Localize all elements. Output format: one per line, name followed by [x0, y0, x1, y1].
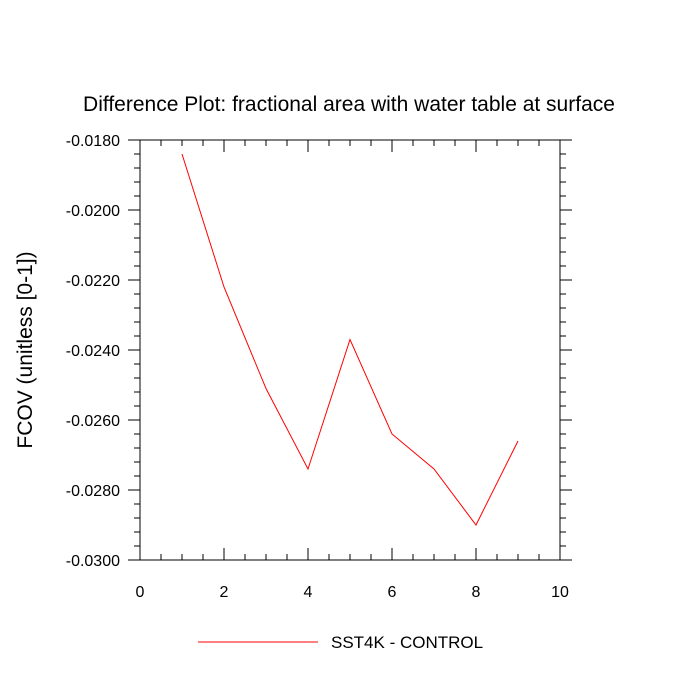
- chart-title: Difference Plot: fractional area with wa…: [83, 93, 615, 116]
- legend-label: SST4K - CONTROL: [331, 633, 483, 652]
- series-line-0: [181, 153, 519, 526]
- axis-ticks: [128, 139, 572, 561]
- x-tick-label: 8: [472, 584, 481, 601]
- legend: SST4K - CONTROL: [198, 633, 483, 652]
- y-tick-labels: -0.0180 -0.0200 -0.0220 -0.0240 -0.0260 -0.02…: [66, 133, 120, 570]
- x-tick-label: 0: [136, 584, 145, 601]
- plot-frame: [139, 139, 561, 561]
- y-tick-label: -0.0240: [66, 343, 120, 360]
- series-layer: [181, 153, 519, 526]
- y-tick-label: -0.0260: [66, 413, 120, 430]
- x-tick-label: 6: [388, 584, 397, 601]
- y-tick-label: -0.0300: [66, 553, 120, 570]
- x-tick-label: 10: [551, 584, 569, 601]
- y-tick-label: -0.0220: [66, 273, 120, 290]
- x-tick-label: 4: [304, 584, 313, 601]
- y-tick-label: -0.0280: [66, 483, 120, 500]
- y-tick-label: -0.0200: [66, 203, 120, 220]
- y-axis-label: FCOV (unitless [0-1]): [14, 251, 37, 448]
- y-tick-label: -0.0180: [66, 133, 120, 150]
- x-tick-labels: 0 2 4 6 8 10: [136, 584, 569, 601]
- x-tick-label: 2: [220, 584, 229, 601]
